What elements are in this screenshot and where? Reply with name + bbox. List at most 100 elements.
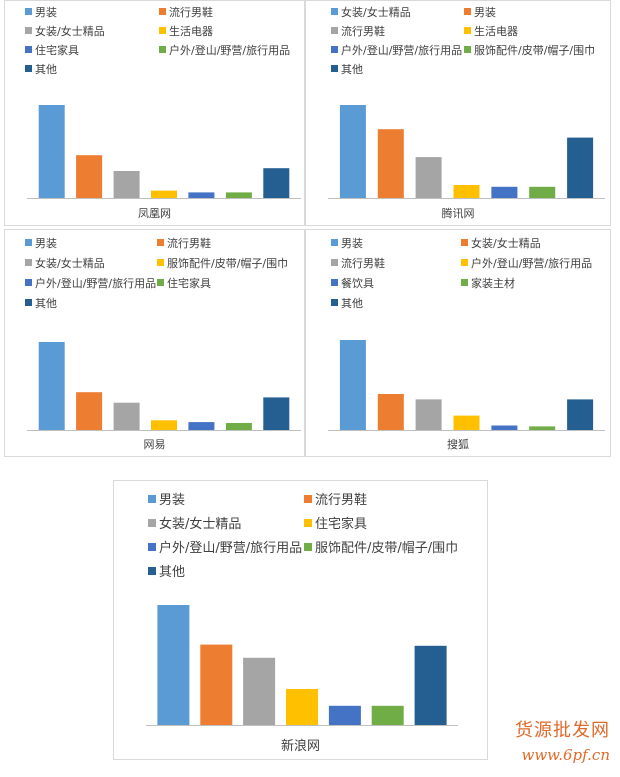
legend-item: 户外/登山/野营/旅行用品 [331,44,462,58]
bar [339,340,366,430]
legend-label: 住宅家具 [35,44,79,57]
watermark: 货源批发网 www.6pf.cn [515,716,610,764]
legend-swatch [464,46,471,53]
bar [377,394,404,430]
legend-swatch [157,279,164,286]
legend-label: 户外/登山/野营/旅行用品 [159,541,303,556]
legend-item: 流行男鞋 [157,237,211,251]
bar [225,192,252,198]
legend-label: 户外/登山/野营/旅行用品 [471,257,593,270]
legend-item: 流行男鞋 [331,257,385,271]
legend-label: 女装/女士精品 [35,257,105,270]
legend-swatch [461,279,468,286]
bar [263,168,290,198]
legend-item: 户外/登山/野营/旅行用品 [148,541,302,557]
legend-label: 男装 [159,493,186,508]
legend-item: 住宅家具 [157,277,211,291]
legend-swatch [461,239,468,246]
legend-item: 女装/女士精品 [25,257,105,271]
legend-label: 流行男鞋 [167,237,211,250]
chart-title: 新浪网 [280,739,320,754]
legend-item: 其他 [25,297,57,311]
legend-item: 户外/登山/野营/旅行用品 [461,257,592,271]
legend-item: 餐饮具 [331,277,374,291]
legend-item: 男装 [331,237,363,251]
bar [243,657,276,725]
bar [113,171,140,198]
legend-swatch [331,46,338,53]
legend-label: 男装 [35,6,57,19]
legend-label: 流行男鞋 [315,493,368,508]
bar-plot [146,605,458,726]
bar [377,129,404,198]
chart-title: 搜狐 [447,438,469,451]
legend-swatch [25,279,32,286]
legend-swatch [464,8,471,15]
chart-title: 网易 [143,438,166,451]
legend-item: 其他 [148,565,185,581]
legend-item: 流行男鞋 [159,6,213,20]
bar [76,392,103,430]
legend-swatch [148,495,156,503]
bar [371,705,404,725]
legend-swatch [304,543,312,551]
legend-swatch [331,259,338,266]
legend-item: 服饰配件/皮带/帽子/围巾 [304,541,458,557]
bar [414,645,447,725]
legend-swatch [148,567,156,575]
legend-label: 男装 [35,237,57,250]
bar [453,185,480,198]
legend-swatch [25,27,32,34]
legend-item: 生活电器 [159,25,213,39]
watermark-url: www.6pf.cn [521,746,611,764]
bar [529,186,556,198]
legend-label: 餐饮具 [341,277,374,290]
legend-label: 住宅家具 [167,277,211,290]
legend-swatch [148,519,156,527]
legend-swatch [25,239,32,246]
legend-label: 生活电器 [169,25,213,38]
bar [225,423,252,430]
bar [200,644,233,725]
legend-label: 流行男鞋 [341,257,385,270]
bar [328,705,361,725]
legend-swatch [331,239,338,246]
legend-item: 男装 [464,6,496,20]
legend-item: 女装/女士精品 [331,6,411,20]
chart-panel-tencent: 女装/女士精品 男装 流行男鞋 生活电器 户外/登山/野营/旅行用品 服饰配件/… [305,0,611,226]
bar [339,105,366,198]
legend-item: 户外/登山/野营/旅行用品 [25,277,156,291]
legend-item: 户外/登山/野营/旅行用品 [159,44,290,58]
bar [38,342,65,430]
bar [286,689,318,725]
bar [415,399,442,430]
legend-swatch [331,27,338,34]
legend-swatch [25,65,32,72]
bar [76,155,103,198]
legend-swatch [157,259,164,266]
legend-item: 家装主材 [461,277,515,291]
legend-item: 生活电器 [464,25,518,39]
legend-item: 服饰配件/皮带/帽子/围巾 [157,257,288,271]
watermark-text: 货源批发网 [515,720,610,741]
legend-label: 服饰配件/皮带/帽子/围巾 [315,541,459,556]
legend-label: 流行男鞋 [169,6,213,19]
legend-swatch [157,239,164,246]
bar [151,190,177,198]
legend-label: 其他 [341,63,363,76]
legend-swatch [159,8,166,15]
legend-item: 住宅家具 [304,517,367,533]
chart-title: 腾讯网 [441,207,475,220]
legend-label: 户外/登山/野营/旅行用品 [35,277,157,290]
legend-label: 女装/女士精品 [35,25,105,38]
legend-item: 男装 [25,6,57,20]
bar-plot [328,105,605,199]
legend-swatch [159,27,166,34]
legend-item: 流行男鞋 [304,493,367,509]
legend-item: 住宅家具 [25,44,79,58]
legend-label: 住宅家具 [315,517,368,532]
legend-swatch [148,543,156,551]
legend-item: 其他 [331,63,363,77]
legend-swatch [461,259,468,266]
bar [157,605,190,725]
